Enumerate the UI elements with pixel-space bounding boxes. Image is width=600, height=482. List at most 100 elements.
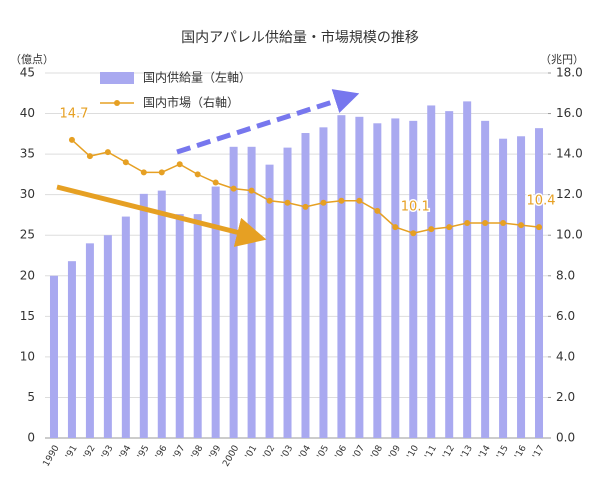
line-point	[68, 136, 75, 143]
line-point	[140, 169, 147, 176]
y2-tick-label: 18.0	[556, 66, 583, 80]
y2-tick-label: 12.0	[556, 187, 583, 201]
x-tick-label: '04	[298, 444, 314, 461]
bar	[319, 127, 328, 438]
trend-arrows	[56, 89, 360, 247]
bar	[355, 116, 364, 439]
x-tick-label: '07	[352, 444, 368, 461]
y2-tick-label: 14.0	[556, 147, 583, 161]
legend-label: 国内供給量（左軸）	[143, 70, 251, 85]
line-point	[284, 199, 291, 206]
x-tick-label: '99	[208, 444, 224, 461]
line-point	[338, 197, 345, 204]
line-point	[374, 207, 381, 214]
x-tick-label: 2000	[221, 444, 241, 469]
line-point	[320, 199, 327, 206]
y-tick-label: 40	[20, 106, 35, 120]
line-point	[194, 171, 201, 178]
y2-tick-label: 0.0	[556, 431, 575, 445]
x-tick-label: '94	[118, 444, 134, 461]
y-tick-label: 35	[20, 147, 35, 161]
x-tick-label: '95	[136, 444, 152, 461]
bar	[373, 123, 382, 439]
x-tick-label: '93	[100, 444, 116, 461]
line-point	[500, 220, 507, 227]
x-tick-label: '97	[172, 444, 188, 461]
x-tick-label: '13	[459, 444, 475, 461]
line-point	[122, 159, 129, 166]
x-tick-label: '02	[262, 444, 278, 461]
x-tick-label: 1990	[42, 444, 62, 469]
line-point	[266, 197, 273, 204]
bar	[445, 111, 454, 438]
y2-axis-unit: （兆円）	[540, 53, 584, 66]
line-point	[176, 161, 183, 168]
bar	[301, 133, 310, 438]
bar	[157, 190, 166, 438]
bar	[535, 128, 544, 438]
bar	[103, 235, 112, 438]
y2-tick-label: 6.0	[556, 309, 575, 323]
bar	[85, 243, 94, 438]
bar	[283, 147, 292, 438]
y2-tick-label: 4.0	[556, 349, 575, 363]
bar	[139, 193, 148, 438]
line-point	[464, 220, 471, 227]
y-tick-label: 0	[27, 431, 35, 445]
y2-tick-label: 10.0	[556, 228, 583, 242]
bar	[211, 186, 220, 438]
x-tick-label: '10	[405, 444, 421, 461]
legend-label: 国内市場（右軸）	[143, 95, 239, 110]
x-tick-label: '96	[154, 444, 170, 461]
bar	[427, 105, 436, 438]
x-tick-label: '92	[82, 444, 98, 461]
y2-tick-label: 2.0	[556, 390, 575, 404]
x-tick-label: '11	[423, 444, 439, 461]
line-point	[248, 187, 255, 194]
plot-area: 0 5 10 15 20 25 30 35 40 45 0.0 2.0 4.0 6.0 8.0 10.0 12.…	[20, 66, 583, 469]
line-point	[536, 224, 543, 231]
bar	[409, 120, 418, 438]
data-label: 10.4	[527, 194, 556, 209]
x-tick-label: '05	[316, 444, 332, 461]
bar	[175, 214, 184, 438]
line-point	[230, 185, 237, 192]
x-tick-label: '06	[334, 444, 350, 461]
bar	[481, 120, 490, 438]
x-tick-label: '03	[280, 444, 296, 461]
y-tick-label: 10	[20, 349, 35, 363]
line-point	[518, 222, 525, 229]
bar	[193, 214, 202, 438]
bar	[265, 164, 274, 438]
bar	[49, 275, 58, 438]
y-tick-label: 15	[20, 309, 35, 323]
up-arrow	[176, 89, 360, 155]
bar	[247, 146, 256, 439]
y-tick-label: 5	[27, 390, 35, 404]
x-tick-label: '08	[369, 444, 385, 461]
bar	[517, 136, 526, 438]
x-tick-label: '15	[495, 444, 511, 461]
y-tick-label: 30	[20, 187, 35, 201]
line-point	[482, 220, 489, 227]
x-tick-label: '91	[64, 444, 80, 461]
data-label: 10.1	[401, 200, 430, 215]
line-point	[392, 224, 399, 231]
x-tick-label: '12	[441, 444, 457, 461]
y-tick-label: 20	[20, 268, 35, 282]
bar	[229, 146, 238, 439]
bar	[337, 115, 346, 438]
line-point	[212, 179, 219, 186]
line-point	[104, 149, 111, 156]
line-point	[86, 153, 93, 160]
down-arrow	[56, 184, 267, 247]
line-point	[446, 224, 453, 231]
x-tick-label: '09	[387, 444, 403, 461]
bar	[499, 138, 508, 438]
y-tick-label: 45	[20, 66, 35, 80]
bar	[463, 101, 472, 438]
bar	[391, 118, 400, 438]
line-point	[410, 230, 417, 237]
x-tick-label: '17	[531, 444, 547, 461]
